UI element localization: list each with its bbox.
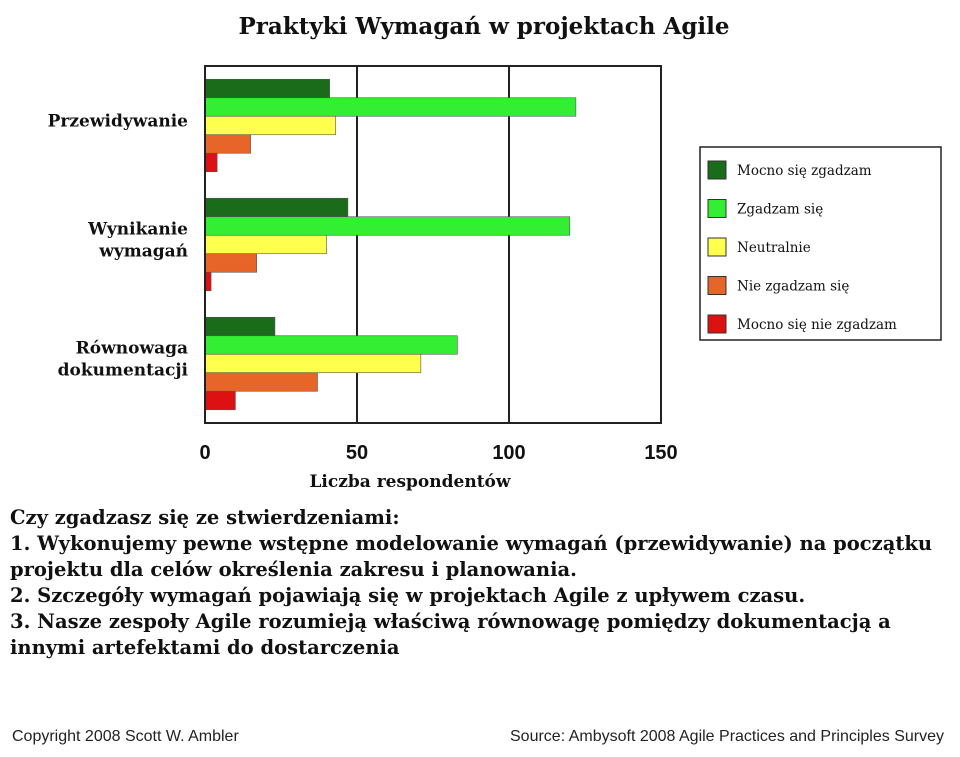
legend-box xyxy=(699,146,942,341)
legend-label: Mocno się zgadzam xyxy=(737,163,872,179)
x-axis-label: Liczba respondentów xyxy=(309,472,510,492)
bar xyxy=(204,115,337,136)
legend-swatch xyxy=(707,199,727,218)
plot-area-frame xyxy=(204,65,662,424)
legend-label: Zgadzam się xyxy=(737,202,823,218)
bars xyxy=(204,78,577,411)
question-item-2: 2. Szczegóły wymagań pojawiają się w pro… xyxy=(10,584,806,607)
legend-swatch xyxy=(707,160,727,180)
category-label: Równowaga xyxy=(76,339,188,359)
bar xyxy=(204,216,571,236)
chart-title: Praktyki Wymagań w projektach Agile xyxy=(238,13,729,40)
source-text: Source: Ambysoft 2008 Agile Practices an… xyxy=(510,728,944,745)
bar xyxy=(204,78,330,99)
legend-swatch xyxy=(707,237,727,257)
category-label: wymagań xyxy=(98,242,188,262)
copyright-text: Copyright 2008 Scott W. Ambler xyxy=(12,728,239,745)
bar xyxy=(204,97,577,117)
question-item-3: 3. Nasze zespoły Agile rozumieją właściw… xyxy=(10,610,891,659)
category-label: Przewidywanie xyxy=(48,112,189,132)
category-label: Wynikanie xyxy=(87,220,188,240)
legend-label: Nie zgadzam się xyxy=(737,279,849,295)
legend-label: Mocno się nie zgadzam xyxy=(737,317,897,333)
bar xyxy=(204,234,327,255)
x-tick-label: 100 xyxy=(492,442,525,464)
bar xyxy=(204,372,318,392)
category-label: dokumentacji xyxy=(58,361,189,381)
bar xyxy=(204,134,251,154)
legend-label: Neutralnie xyxy=(737,240,811,256)
legend-swatch xyxy=(707,276,727,295)
bar-chart: Praktyki Wymagań w projektach Agile Prze… xyxy=(48,13,942,492)
bar xyxy=(204,390,236,411)
bar xyxy=(204,353,422,374)
bar xyxy=(204,152,218,173)
x-tick-label: 0 xyxy=(199,442,210,464)
survey-questions: Czy zgadzasz się ze stwierdzeniami: 1. W… xyxy=(10,505,955,661)
bar xyxy=(204,253,257,273)
bar xyxy=(204,335,458,355)
question-item-1: 1. Wykonujemy pewne wstępne modelowanie … xyxy=(10,532,933,581)
bar xyxy=(204,316,276,337)
x-tick-labels: 0 50 100 150 xyxy=(199,442,677,464)
legend-swatch xyxy=(707,314,727,334)
x-tick-label: 150 xyxy=(644,442,677,464)
questions-intro: Czy zgadzasz się ze stwierdzeniami: xyxy=(10,506,400,529)
legend: Mocno się zgadzam Zgadzam się Neutralnie Ni… xyxy=(699,146,942,341)
bar xyxy=(204,197,349,218)
x-tick-label: 50 xyxy=(346,442,368,464)
